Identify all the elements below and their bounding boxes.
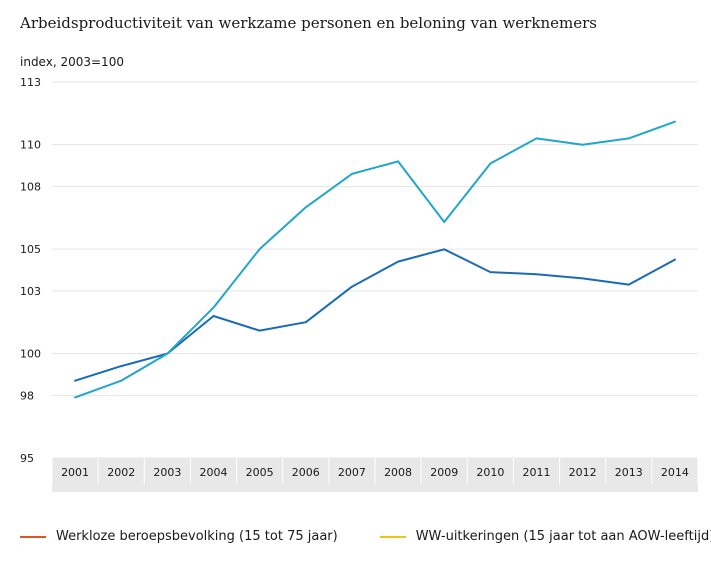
x-tick-label: 2006 — [292, 466, 320, 479]
y-tick-label: 100 — [20, 348, 41, 361]
x-tick-label: 2012 — [569, 466, 597, 479]
x-tick-label: 2014 — [661, 466, 689, 479]
y-tick-label: 98 — [20, 389, 34, 402]
series-lines — [74, 120, 676, 399]
y-tick-label: 110 — [20, 139, 41, 152]
x-tick-label: 2010 — [476, 466, 504, 479]
y-tick-label: 103 — [20, 285, 41, 298]
x-tick-label: 2005 — [246, 466, 274, 479]
y-tick-label: 95 — [20, 452, 34, 465]
y-axis-ticks: 95 98 100 103 105 108 110 113 — [20, 76, 41, 465]
x-tick-label: 2009 — [430, 466, 458, 479]
series-line-0 — [74, 248, 676, 382]
x-tick-label: 2003 — [153, 466, 181, 479]
y-axis-unit-label: index, 2003=100 — [20, 55, 124, 69]
x-tick-label: 2002 — [107, 466, 135, 479]
y-tick-label: 113 — [20, 76, 41, 89]
legend-label-ww: WW-uitkeringen (15 jaar tot aan AOW-leef… — [415, 529, 711, 544]
x-axis-band — [51, 458, 699, 492]
x-tick-label: 2008 — [384, 466, 412, 479]
legend-swatch-yellow — [379, 535, 406, 538]
series-line-1 — [74, 120, 676, 399]
legend-item-werkloze: Werkloze beroepsbevolking (15 tot 75 jaa… — [20, 529, 338, 544]
chart-title: Arbeidsproductiviteit van werkzame perso… — [20, 14, 597, 32]
x-tick-label: 2004 — [200, 466, 228, 479]
x-tick-label: 2011 — [523, 466, 551, 479]
legend-item-ww: WW-uitkeringen (15 jaar tot aan AOW-leef… — [379, 529, 711, 544]
x-tick-label: 2001 — [61, 466, 89, 479]
y-tick-label: 105 — [20, 243, 41, 256]
x-tick-label: 2013 — [615, 466, 643, 479]
grid-lines — [52, 81, 698, 459]
y-tick-label: 108 — [20, 180, 41, 193]
legend-label-werkloze: Werkloze beroepsbevolking (15 tot 75 jaa… — [56, 529, 338, 544]
legend: Werkloze beroepsbevolking (15 tot 75 jaa… — [20, 529, 711, 544]
legend-swatch-orange — [20, 535, 46, 538]
x-axis-ticks: 2001 2002 2003 2004 2005 2006 2007 2008 2009 2010… — [61, 466, 689, 479]
x-tick-label: 2007 — [338, 466, 366, 479]
